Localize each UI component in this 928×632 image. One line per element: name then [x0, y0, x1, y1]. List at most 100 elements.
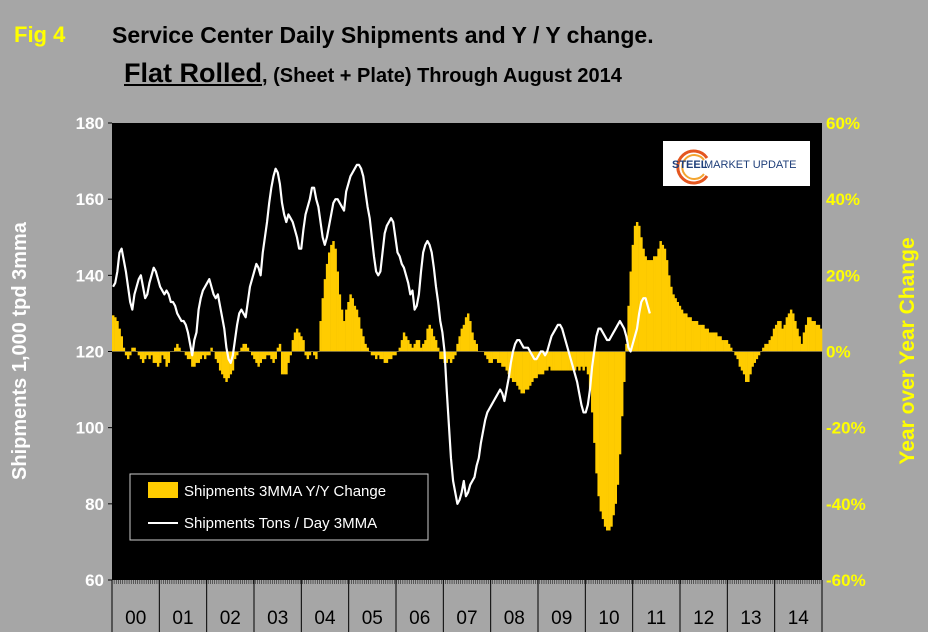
yoy-bar: [610, 351, 613, 527]
yoy-bar: [668, 275, 671, 352]
yoy-bar: [253, 351, 256, 360]
chart-subtitle: Flat Rolled, (Sheet + Plate) Through Aug…: [124, 58, 622, 89]
yoy-bar: [663, 248, 667, 352]
yoy-bar: [233, 351, 237, 360]
yoy-bar: [514, 351, 517, 382]
yoy-bar: [586, 351, 590, 375]
y-right-tick-label: 40%: [826, 190, 860, 209]
yoy-bar: [240, 347, 243, 352]
x-tick-label: 10: [598, 608, 619, 629]
yoy-bar: [398, 347, 402, 352]
yoy-bar: [227, 351, 230, 379]
yoy-bar: [407, 340, 410, 352]
x-tick-label: 06: [409, 608, 430, 629]
yoy-bar: [697, 324, 701, 352]
yoy-bar: [753, 351, 757, 363]
yoy-bar: [469, 321, 472, 352]
yoy-bar: [558, 351, 562, 371]
yoy-bar: [507, 351, 511, 375]
yoy-bar: [751, 351, 754, 367]
yoy-bar: [308, 351, 312, 356]
yoy-bar: [593, 351, 596, 443]
yoy-bar: [432, 336, 436, 352]
yoy-bar: [490, 351, 493, 363]
y-left-tick-label: 140: [76, 266, 104, 285]
yoy-bar: [225, 351, 228, 382]
yoy-bar: [131, 347, 134, 352]
yoy-bar: [208, 351, 211, 356]
yoy-bar: [257, 351, 260, 367]
yoy-bar: [584, 351, 588, 367]
yoy-bar: [199, 351, 203, 360]
yoy-bar: [154, 351, 158, 363]
yoy-bar: [150, 351, 153, 356]
yoy-bar: [747, 351, 750, 382]
yoy-bar: [715, 332, 718, 352]
yoy-bar: [516, 351, 519, 386]
legend-bars-label: Shipments 3MMA Y/Y Change: [184, 483, 386, 500]
yoy-bar: [550, 351, 553, 371]
yoy-bar: [417, 340, 421, 352]
yoy-bar: [520, 351, 523, 394]
yoy-bar: [631, 244, 635, 352]
yoy-bar: [740, 351, 744, 371]
yoy-bar: [370, 351, 374, 356]
yoy-bar: [614, 351, 617, 504]
yoy-bar: [353, 305, 357, 352]
yoy-bar: [349, 294, 352, 352]
yoy-bar: [704, 328, 707, 352]
yoy-bar: [777, 321, 780, 352]
yoy-bar: [268, 351, 271, 356]
yoy-bar: [379, 351, 382, 360]
yoy-bar: [129, 351, 132, 356]
yoy-bar: [567, 351, 570, 371]
yoy-bar: [447, 351, 451, 360]
yoy-bar: [458, 336, 461, 352]
yoy-bar: [283, 351, 286, 375]
yoy-bar: [727, 343, 731, 352]
yoy-bar: [112, 315, 115, 352]
yoy-bar: [625, 343, 628, 352]
yoy-bar: [419, 347, 423, 352]
yoy-bar: [116, 321, 119, 352]
yoy-bar: [657, 248, 660, 352]
yoy-bar: [548, 351, 551, 367]
yoy-bar: [533, 351, 536, 379]
yoy-bar: [306, 351, 310, 360]
x-tick-label: 12: [693, 608, 714, 629]
yoy-bar: [612, 351, 615, 516]
yoy-bar: [770, 336, 774, 352]
yoy-bar: [394, 351, 397, 356]
yoy-bar: [186, 351, 190, 360]
subtitle-product: Flat Rolled: [124, 58, 263, 88]
yoy-bar: [680, 309, 684, 352]
yoy-bar: [293, 332, 297, 352]
yoy-bar: [351, 298, 354, 352]
yoy-bar: [167, 351, 171, 363]
yoy-bar: [552, 351, 555, 371]
yoy-bar: [141, 351, 145, 363]
yoy-bar: [524, 351, 528, 390]
yoy-bar: [757, 351, 761, 356]
x-tick-label: 08: [504, 608, 525, 629]
yoy-bar: [334, 248, 337, 352]
yoy-bar: [807, 317, 810, 352]
yoy-bar: [338, 294, 342, 352]
yoy-bar: [789, 309, 793, 352]
yoy-bar: [231, 351, 235, 371]
yoy-bar: [734, 351, 737, 356]
yoy-bar: [464, 317, 468, 352]
y-left-tick-label: 180: [76, 114, 104, 133]
yoy-bar: [148, 351, 151, 360]
yoy-bar: [124, 351, 128, 356]
yoy-bar: [595, 351, 598, 474]
y-left-tick-label: 100: [76, 419, 104, 438]
yoy-bar: [644, 256, 647, 352]
yoy-bar: [203, 351, 207, 360]
yoy-bar: [623, 351, 626, 382]
yoy-bar: [139, 351, 143, 360]
y-left-tick-label: 160: [76, 190, 104, 209]
yoy-bar: [492, 351, 496, 360]
yoy-bar: [535, 351, 538, 379]
yoy-bar: [184, 351, 188, 356]
